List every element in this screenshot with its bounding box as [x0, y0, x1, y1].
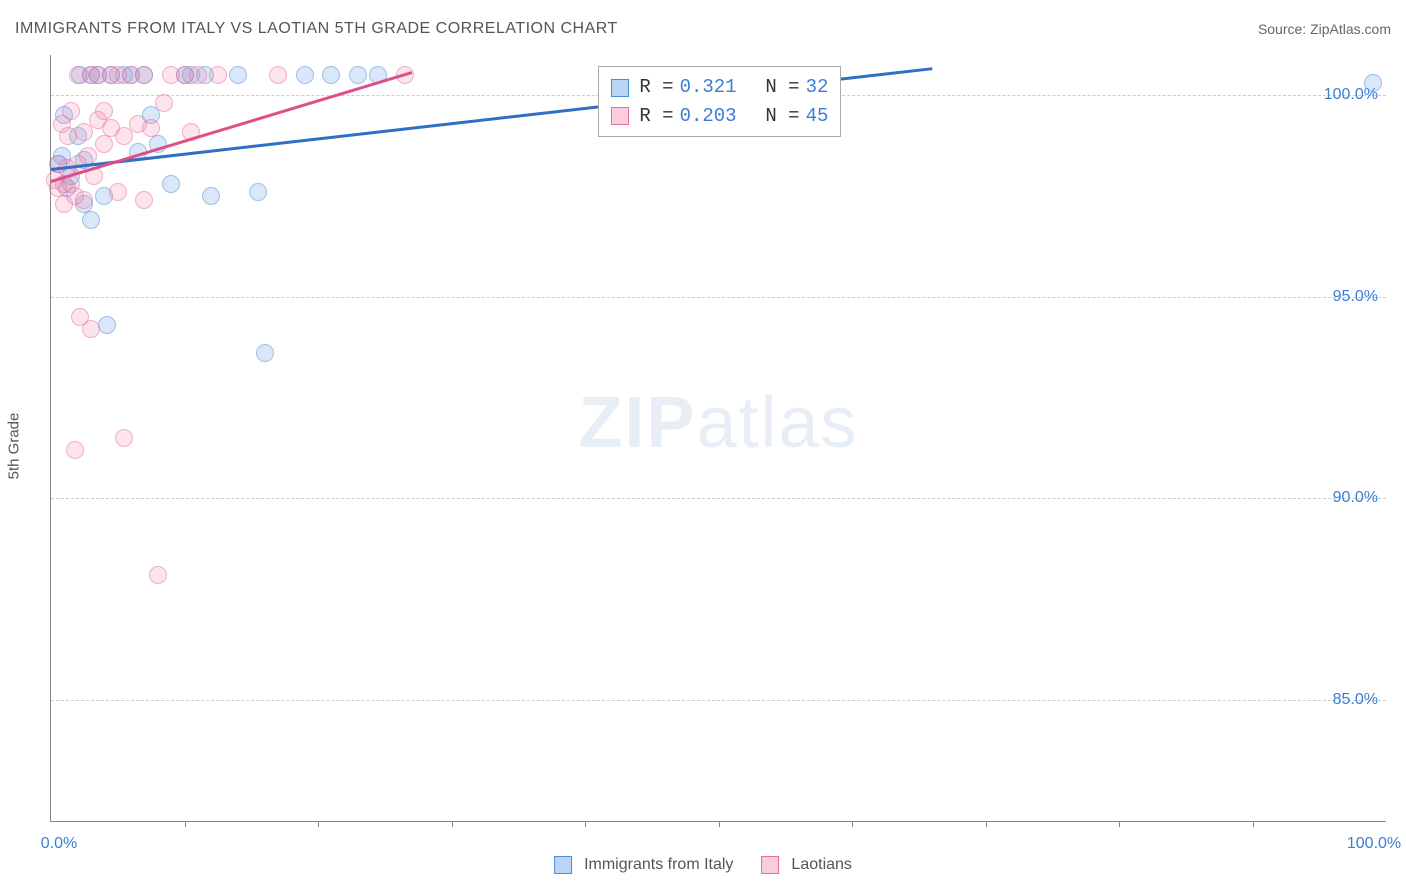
x-tick-mark	[1253, 821, 1254, 827]
scatter-point	[162, 175, 180, 193]
legend-label: Immigrants from Italy	[584, 856, 733, 874]
stat-r-label: R =	[639, 102, 673, 131]
series-swatch	[611, 107, 629, 125]
scatter-point	[62, 102, 80, 120]
legend: Immigrants from Italy Laotians	[554, 856, 852, 874]
scatter-point	[98, 316, 116, 334]
scatter-point	[135, 191, 153, 209]
stat-n-label: N =	[743, 73, 800, 102]
source-attribution: Source: ZipAtlas.com	[1258, 21, 1391, 37]
x-tick-mark	[1119, 821, 1120, 827]
scatter-point	[109, 183, 127, 201]
stats-row: R = 0.321 N = 32	[611, 73, 828, 102]
scatter-point	[66, 441, 84, 459]
scatter-point	[1364, 74, 1382, 92]
scatter-point	[256, 344, 274, 362]
stat-n-value: 32	[806, 73, 829, 102]
x-tick-mark	[852, 821, 853, 827]
x-tick-mark	[318, 821, 319, 827]
x-tick-mark	[585, 821, 586, 827]
y-tick-label: 90.0%	[1333, 489, 1378, 507]
scatter-point	[149, 566, 167, 584]
y-tick-label: 85.0%	[1333, 691, 1378, 709]
stats-row: R = 0.203 N = 45	[611, 102, 828, 131]
scatter-point	[202, 187, 220, 205]
y-tick-label: 95.0%	[1333, 288, 1378, 306]
x-tick-mark	[452, 821, 453, 827]
stat-n-label: N =	[743, 102, 800, 131]
stat-r-value: 0.203	[680, 102, 737, 131]
stat-r-value: 0.321	[680, 73, 737, 102]
legend-label: Laotians	[791, 856, 852, 874]
watermark: ZIPatlas	[578, 382, 858, 464]
scatter-chart: ZIPatlas 85.0%90.0%95.0%100.0%0.0%100.0%…	[50, 55, 1386, 822]
x-tick-mark	[185, 821, 186, 827]
gridline	[51, 297, 1386, 298]
scatter-point	[269, 66, 287, 84]
legend-swatch	[761, 856, 779, 874]
stats-box: R = 0.321 N = 32R = 0.203 N = 45	[598, 66, 841, 137]
gridline	[51, 700, 1386, 701]
scatter-point	[135, 66, 153, 84]
scatter-point	[189, 66, 207, 84]
scatter-point	[229, 66, 247, 84]
scatter-point	[209, 66, 227, 84]
x-tick-mark	[986, 821, 987, 827]
gridline	[51, 498, 1386, 499]
legend-item: Immigrants from Italy	[554, 856, 733, 874]
scatter-point	[82, 211, 100, 229]
stat-r-label: R =	[639, 73, 673, 102]
scatter-point	[296, 66, 314, 84]
y-axis-label: 5th Grade	[6, 413, 23, 480]
scatter-point	[322, 66, 340, 84]
legend-swatch	[554, 856, 572, 874]
legend-item: Laotians	[761, 856, 852, 874]
scatter-point	[75, 191, 93, 209]
scatter-point	[349, 66, 367, 84]
x-tick-label: 100.0%	[1347, 835, 1401, 853]
scatter-point	[155, 94, 173, 112]
x-tick-label: 0.0%	[41, 835, 77, 853]
scatter-point	[115, 429, 133, 447]
x-tick-mark	[719, 821, 720, 827]
scatter-point	[142, 119, 160, 137]
stat-n-value: 45	[806, 102, 829, 131]
scatter-point	[95, 135, 113, 153]
scatter-point	[82, 320, 100, 338]
chart-title: IMMIGRANTS FROM ITALY VS LAOTIAN 5TH GRA…	[15, 20, 618, 38]
scatter-point	[249, 183, 267, 201]
series-swatch	[611, 79, 629, 97]
